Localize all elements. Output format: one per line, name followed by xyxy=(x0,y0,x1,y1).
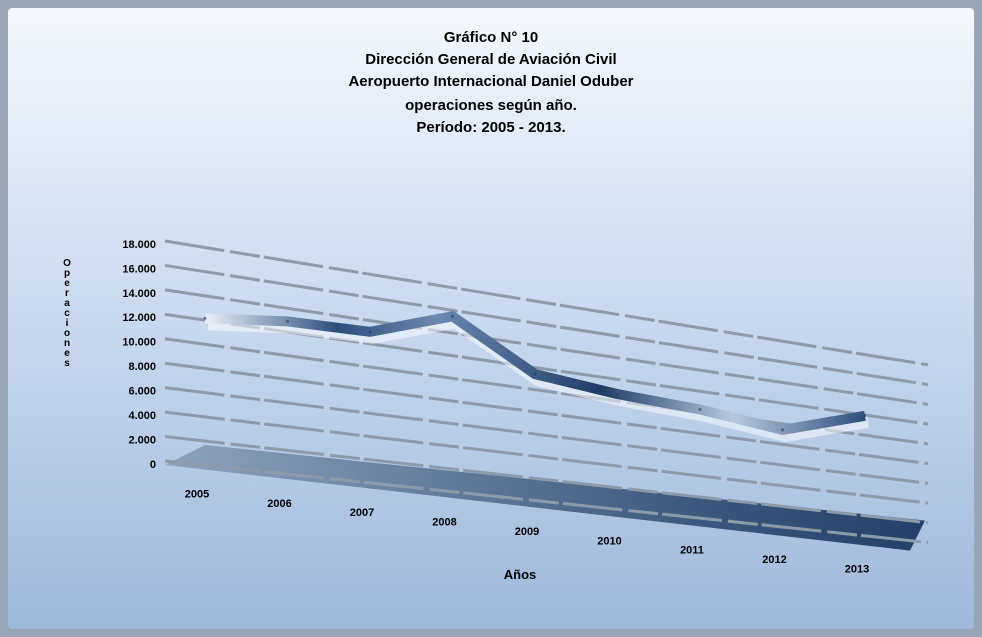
y-axis-label: Operaciones xyxy=(62,258,73,368)
x-tick-label: 2012 xyxy=(762,554,786,566)
x-tick-label: 2011 xyxy=(680,545,704,557)
grid-line xyxy=(164,239,929,367)
y-tick-label: 18.000 xyxy=(122,239,156,251)
chart-title: Dirección General de Aviación Civil xyxy=(365,51,616,68)
data-point xyxy=(533,372,537,376)
y-tick-label: 0 xyxy=(150,459,156,471)
grid-line xyxy=(164,288,929,406)
x-tick-label: 2008 xyxy=(432,517,456,529)
grid-line xyxy=(164,410,929,505)
x-tick-label: 2009 xyxy=(515,526,539,538)
line-ribbon-shadow xyxy=(207,315,870,443)
x-tick-label: 2005 xyxy=(185,489,209,501)
y-tick-label: 2.000 xyxy=(128,434,156,446)
grid-line xyxy=(164,263,929,387)
y-tick-label: 12.000 xyxy=(122,312,156,324)
chart-title: Gráfico N° 10 xyxy=(444,29,538,46)
data-point xyxy=(698,407,702,411)
data-point xyxy=(616,392,619,396)
x-axis-label: Años xyxy=(504,567,537,582)
y-tick-label: 10.000 xyxy=(122,337,156,349)
y-tick-label: 16.000 xyxy=(122,263,156,275)
data-point xyxy=(368,330,372,334)
chart-title: Aeropuerto Internacional Daniel Oduber xyxy=(348,73,633,90)
grid-line xyxy=(164,459,929,545)
data-point xyxy=(863,414,867,418)
data-point xyxy=(781,428,784,432)
y-tick-label: 4.000 xyxy=(128,410,156,422)
floor xyxy=(165,445,925,551)
y-tick-label: 8.000 xyxy=(128,361,156,373)
data-point xyxy=(286,319,289,323)
data-point xyxy=(451,314,454,318)
x-tick-label: 2010 xyxy=(597,535,621,547)
x-tick-label: 2006 xyxy=(267,498,291,510)
y-tick-label: 14.000 xyxy=(122,288,156,300)
y-tick-label: 6.000 xyxy=(128,386,156,398)
x-tick-label: 2013 xyxy=(845,563,869,575)
grid-line xyxy=(164,361,929,466)
chart-title: Período: 2005 - 2013. xyxy=(416,119,565,136)
x-tick-label: 2007 xyxy=(350,507,374,519)
grid-line xyxy=(164,386,929,485)
chart-title: operaciones según año. xyxy=(405,97,577,114)
grid-line xyxy=(164,435,929,525)
plot-area: 0 2.000 4.000 6.000 8.000 10.000 12.000 14.000 1… xyxy=(122,239,929,575)
data-point xyxy=(203,316,207,320)
title-block: Gráfico N° 10 Dirección General de Aviaci… xyxy=(348,29,633,136)
